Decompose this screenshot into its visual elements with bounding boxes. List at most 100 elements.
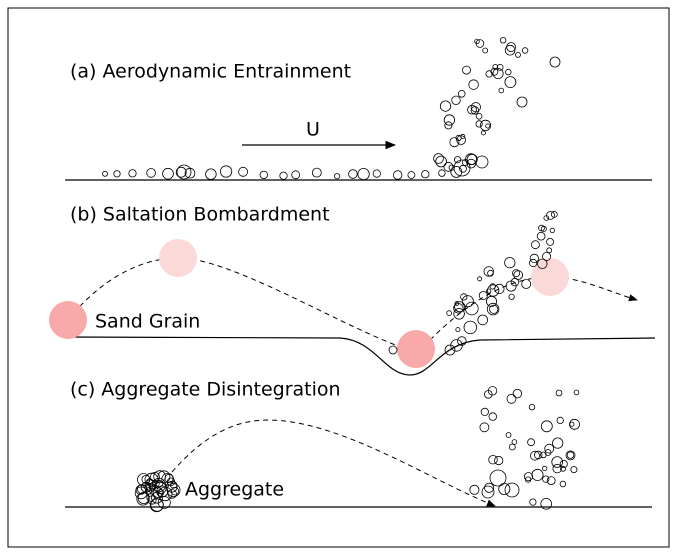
particle xyxy=(527,438,535,447)
particle xyxy=(494,283,505,294)
particle xyxy=(483,389,493,399)
particle xyxy=(494,455,504,466)
particle xyxy=(490,67,499,76)
particle xyxy=(465,153,477,166)
particle xyxy=(496,64,504,71)
particle xyxy=(461,295,474,308)
particle xyxy=(484,482,495,493)
particle xyxy=(528,403,536,411)
particle xyxy=(492,68,504,80)
particle xyxy=(448,164,455,171)
particle xyxy=(462,65,471,75)
particle xyxy=(279,171,288,180)
aggregate-particle xyxy=(166,480,178,493)
particle xyxy=(524,472,534,482)
particle xyxy=(551,456,563,468)
particle xyxy=(552,463,562,474)
particle xyxy=(453,156,462,164)
particle xyxy=(443,114,455,126)
particle xyxy=(499,37,507,44)
particle xyxy=(549,56,561,68)
particle xyxy=(485,70,493,78)
particle xyxy=(542,465,548,471)
particle xyxy=(457,90,466,98)
particle xyxy=(530,450,540,461)
aggregate-particle xyxy=(144,472,159,487)
particle xyxy=(552,437,564,449)
panel-title: (c) Aggregate Disintegration xyxy=(70,379,341,401)
particle xyxy=(566,451,575,459)
sand-grain xyxy=(397,330,435,368)
particle xyxy=(489,283,496,290)
aggregate-particle xyxy=(136,492,150,506)
particle xyxy=(444,344,456,356)
particle xyxy=(513,270,523,280)
aggregate-particle xyxy=(167,489,177,499)
particle xyxy=(113,170,121,178)
particle xyxy=(372,169,381,178)
particle xyxy=(146,168,156,178)
particle xyxy=(470,106,480,115)
particle xyxy=(487,284,500,297)
particle xyxy=(463,320,478,335)
particle xyxy=(162,167,174,180)
grain-label: Sand Grain xyxy=(95,311,200,333)
aggregate-particle xyxy=(137,473,151,487)
particle xyxy=(311,167,322,178)
particle xyxy=(468,79,479,90)
aggregate-particle xyxy=(170,487,180,496)
particle xyxy=(505,68,512,76)
particle xyxy=(238,166,249,177)
particle xyxy=(524,476,532,483)
particle xyxy=(470,102,481,113)
particle xyxy=(477,276,483,282)
particle xyxy=(259,170,268,180)
particle xyxy=(550,210,558,218)
particle xyxy=(357,168,370,181)
particle xyxy=(475,155,489,169)
particle xyxy=(556,416,564,424)
particle xyxy=(555,389,563,397)
particle xyxy=(486,302,500,316)
particle xyxy=(333,173,341,180)
particle xyxy=(483,266,494,277)
panel-title: (a) Aerodynamic Entrainment xyxy=(70,61,351,83)
particle xyxy=(540,420,553,433)
particle xyxy=(480,130,486,136)
particle xyxy=(546,237,554,246)
flow-label: U xyxy=(306,119,320,141)
particle xyxy=(570,466,578,474)
particle xyxy=(443,161,454,172)
particle xyxy=(449,137,460,148)
trajectory xyxy=(171,419,496,507)
particle xyxy=(492,64,499,70)
particle xyxy=(569,418,580,430)
particle xyxy=(560,465,566,472)
particle xyxy=(407,171,416,179)
particle xyxy=(485,123,491,129)
particle xyxy=(388,345,398,355)
particle xyxy=(176,164,192,180)
particle xyxy=(444,121,453,130)
particle xyxy=(504,257,516,269)
particle xyxy=(546,247,553,254)
particle xyxy=(433,153,444,164)
particle xyxy=(506,393,517,404)
particle xyxy=(516,96,528,108)
ground xyxy=(64,336,656,376)
particle xyxy=(531,240,540,250)
aggregate-particle xyxy=(157,496,171,509)
particle xyxy=(504,482,520,498)
particle xyxy=(540,497,552,510)
particle xyxy=(466,158,477,169)
aggregate-particle xyxy=(149,471,160,483)
particle xyxy=(479,422,490,433)
particle xyxy=(453,303,464,314)
particle xyxy=(489,469,507,487)
particle xyxy=(538,224,545,232)
particle xyxy=(348,169,358,179)
particle xyxy=(543,215,550,221)
particle xyxy=(457,336,467,346)
particle xyxy=(475,113,483,120)
